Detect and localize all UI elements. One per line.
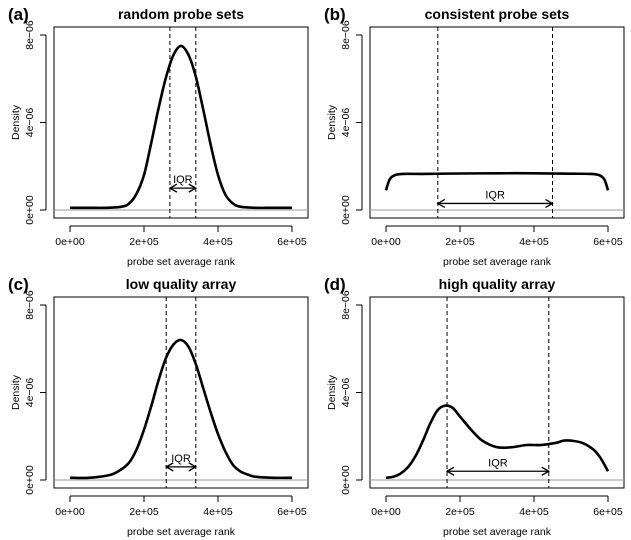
- iqr-arrowhead-right: [188, 462, 198, 472]
- y-tick-label: 8e−06: [24, 20, 36, 50]
- x-axis-label: probe set average rank: [443, 526, 552, 538]
- iqr-arrowhead-right: [541, 466, 551, 476]
- y-tick-label: 4e−06: [24, 108, 36, 138]
- x-tick-label: 0e+00: [371, 236, 401, 248]
- iqr-arrowhead-right: [545, 198, 554, 209]
- y-axis-label: Density: [326, 374, 338, 410]
- panel-label: (b): [324, 5, 346, 24]
- x-tick-label: 0e+00: [371, 506, 401, 518]
- iqr-label: IQR: [488, 457, 508, 469]
- chart-title: high quality array: [439, 276, 556, 292]
- x-tick-label: 2e+05: [445, 236, 475, 248]
- iqr-label: IQR: [173, 174, 193, 186]
- density-curve: [384, 171, 610, 191]
- y-tick-label: 0e+00: [24, 195, 36, 225]
- chart-panel-d: (d) high quality array 0e+00 2e+05 4e+05 6e+0…: [324, 275, 625, 538]
- panel-label: (c): [8, 275, 29, 294]
- chart-title: consistent probe sets: [425, 6, 570, 22]
- chart-title: low quality array: [126, 276, 237, 292]
- x-tick-label: 4e+05: [519, 506, 549, 518]
- iqr-arrowhead-left: [164, 462, 174, 472]
- x-axis-label: probe set average rank: [127, 256, 236, 268]
- iqr-arrowhead-left: [436, 198, 446, 209]
- y-tick-label: 0e+00: [340, 465, 352, 495]
- y-tick-label: 4e−06: [340, 378, 352, 408]
- iqr-label: IQR: [171, 453, 191, 465]
- iqr-label: IQR: [485, 189, 505, 201]
- x-tick-label: 4e+05: [203, 506, 233, 518]
- panel-label: (a): [8, 5, 29, 24]
- x-tick-label: 6e+05: [593, 506, 623, 518]
- y-tick-label: 0e+00: [24, 465, 36, 495]
- x-axis-label: probe set average rank: [127, 526, 236, 538]
- plot-frame: [53, 26, 309, 219]
- y-axis-label: Density: [10, 374, 22, 410]
- density-curve: [385, 404, 610, 480]
- x-tick-label: 2e+05: [129, 236, 159, 248]
- plot-frame: [369, 26, 625, 219]
- x-tick-label: 0e+00: [55, 506, 85, 518]
- iqr-arrowhead-right: [188, 183, 198, 193]
- y-tick-label: 8e−06: [24, 290, 36, 320]
- x-axis-label: probe set average rank: [443, 256, 552, 268]
- chart-title: random probe sets: [118, 6, 244, 22]
- y-tick-label: 4e−06: [340, 108, 352, 138]
- iqr-arrowhead-left: [445, 466, 455, 476]
- x-tick-label: 0e+00: [55, 236, 85, 248]
- plot-frame: [369, 296, 625, 489]
- iqr-arrowhead-left: [168, 183, 178, 193]
- chart-panel-c: (c) low quality array 0e+00 2e+05 4e+05 6e+05…: [8, 275, 309, 538]
- density-curve: [69, 338, 293, 480]
- y-tick-label: 8e−06: [340, 290, 352, 320]
- chart-panel-a: (a) random probe sets 0e+00 2e+05 4e+05 6e+05…: [8, 5, 309, 268]
- y-tick-label: 8e−06: [340, 20, 352, 50]
- y-axis-label: Density: [326, 104, 338, 140]
- x-tick-label: 4e+05: [519, 236, 549, 248]
- x-tick-label: 2e+05: [129, 506, 159, 518]
- chart-panel-b: (b) consistent probe sets 0e+00 2e+05 4e+05 6…: [324, 5, 625, 268]
- y-tick-label: 0e+00: [340, 195, 352, 225]
- x-tick-label: 6e+05: [593, 236, 623, 248]
- x-tick-label: 6e+05: [277, 506, 307, 518]
- panel-label: (d): [324, 275, 346, 294]
- y-tick-label: 4e−06: [24, 378, 36, 408]
- x-tick-label: 4e+05: [203, 236, 233, 248]
- plot-frame: [53, 296, 309, 489]
- x-tick-label: 2e+05: [445, 506, 475, 518]
- y-axis-label: Density: [10, 104, 22, 140]
- x-tick-label: 6e+05: [277, 236, 307, 248]
- density-curve: [69, 44, 292, 210]
